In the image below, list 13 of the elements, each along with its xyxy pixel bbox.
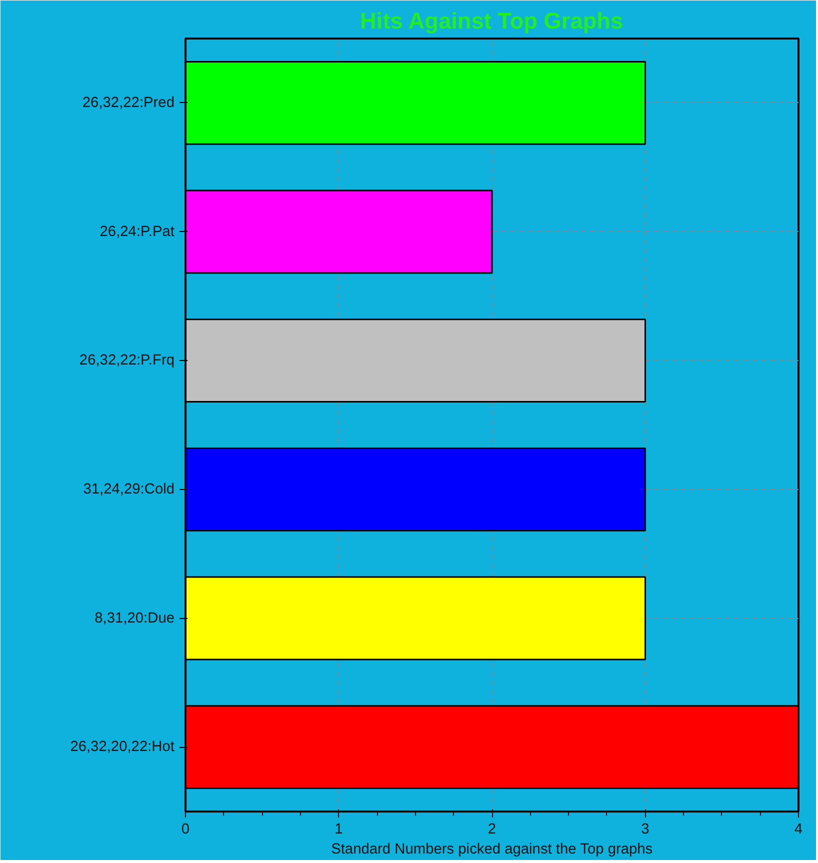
x-tick-label: 2 — [488, 822, 496, 838]
y-tick-label: 26,32,22:P.Frq — [79, 352, 175, 369]
x-tick-label: 0 — [181, 822, 190, 838]
x-tick-label: 4 — [794, 822, 803, 838]
x-axis-title: Standard Numbers picked against the Top graphs — [331, 842, 653, 858]
y-tick-label: 8,31,20:Due — [94, 610, 174, 626]
x-tick-label: 3 — [641, 822, 650, 838]
y-tick-label: 26,32,22:Pred — [82, 94, 175, 111]
chart-title: Hits Against Top Graphs — [360, 8, 624, 34]
x-tick-label: 1 — [334, 822, 343, 838]
y-tick-label: 31,24,29:Cold — [83, 481, 174, 498]
y-tick-label: 26,24:P.Pat — [100, 224, 175, 240]
y-tick-label: 26,32,20,22:Hot — [70, 739, 175, 756]
